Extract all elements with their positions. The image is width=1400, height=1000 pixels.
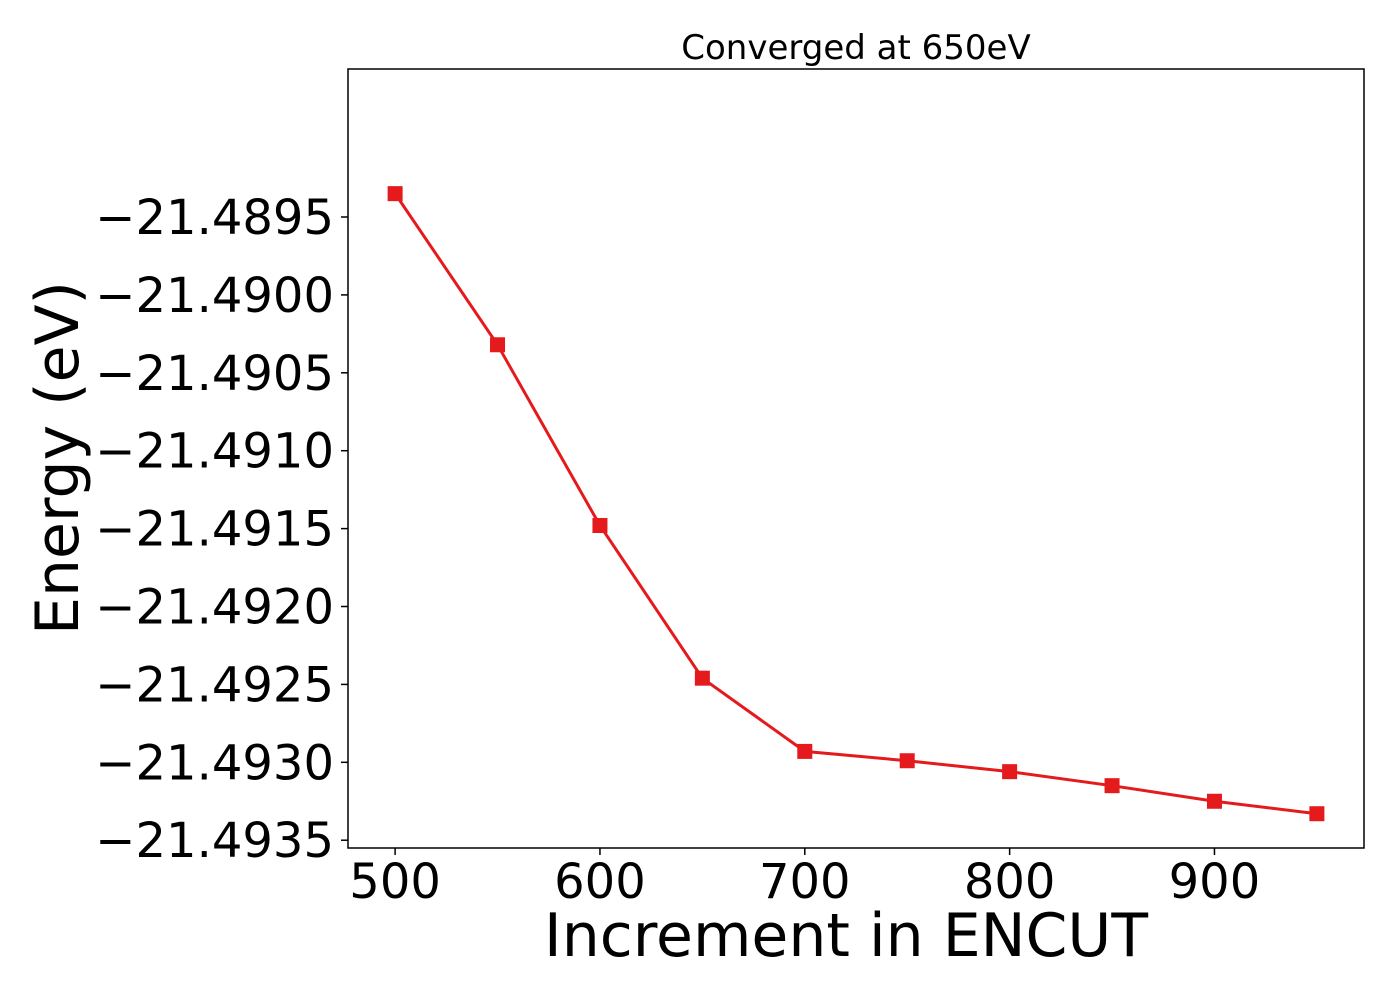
y-tick-label: −21.4915 [95, 502, 334, 558]
chart-title: Converged at 650eV [681, 28, 1030, 68]
y-tick-label: −21.4935 [95, 813, 334, 869]
data-point [387, 186, 403, 202]
data-point [1206, 793, 1222, 809]
x-axis-label: Increment in ENCUT [544, 901, 1148, 971]
data-point [1309, 806, 1325, 822]
x-axis: 500 600 700 800 900 [349, 848, 1260, 910]
series-markers [387, 186, 1325, 822]
data-point [899, 753, 915, 769]
data-point [490, 337, 506, 353]
x-tick-label: 700 [759, 854, 851, 910]
data-point [797, 743, 813, 759]
series-line [393, 192, 1318, 816]
y-axis-label: Energy (eV) [23, 281, 93, 635]
y-tick-label: −21.4920 [95, 580, 334, 636]
data-point [592, 517, 608, 533]
y-tick-label: −21.4895 [95, 190, 334, 246]
y-tick-label: −21.4910 [95, 424, 334, 480]
y-tick-label: −21.4905 [95, 346, 334, 402]
y-tick-label: −21.4900 [95, 268, 334, 324]
data-point [1104, 778, 1120, 794]
plot-frame [347, 68, 1365, 849]
x-tick-label: 800 [964, 854, 1056, 910]
y-tick-label: −21.4925 [95, 657, 334, 713]
data-point [1002, 764, 1018, 780]
y-tick-label: −21.4930 [95, 735, 334, 791]
data-point [694, 670, 710, 686]
x-tick-label: 900 [1169, 854, 1261, 910]
x-tick-label: 600 [554, 854, 646, 910]
y-axis: −21.4895 −21.4900 −21.4905 −21.4910 −21.4915… [95, 190, 348, 869]
x-tick-label: 500 [349, 854, 441, 910]
